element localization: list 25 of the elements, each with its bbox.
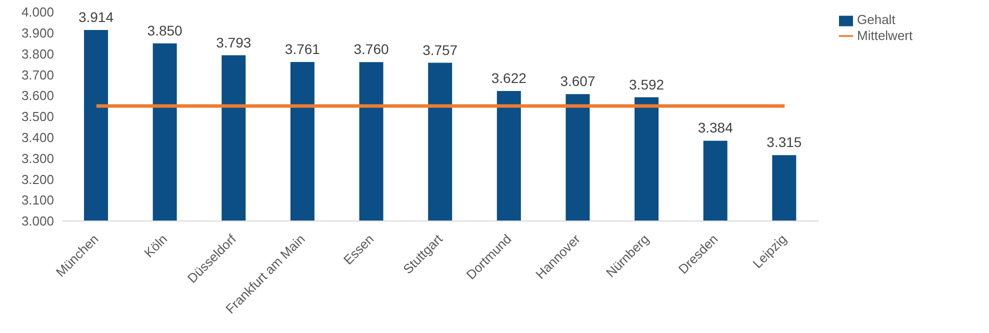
data-label: 3.622 [491, 70, 527, 86]
y-tick-label: 3.900 [21, 26, 54, 41]
data-label: 3.592 [629, 76, 664, 92]
data-label: 3.757 [422, 42, 458, 58]
y-tick-label: 3.400 [21, 130, 54, 146]
y-tick-label: 3.600 [21, 88, 54, 104]
y-tick-label: 3.300 [21, 150, 54, 166]
y-tick-label: 3.800 [21, 46, 54, 62]
data-label: 3.315 [766, 134, 802, 150]
y-tick-label: 3.100 [21, 192, 54, 208]
legend-label: Gehalt [857, 12, 896, 27]
y-tick-label: 3.500 [21, 109, 54, 124]
data-label: 3.761 [284, 40, 320, 57]
data-label: 3.384 [698, 120, 734, 136]
y-tick-label: 3.700 [21, 67, 54, 82]
data-label: 3.760 [354, 41, 389, 58]
legend-label: Mittelwert [857, 28, 913, 43]
y-tick-label: 3.000 [21, 214, 54, 229]
y-tick-label: 3.200 [21, 172, 54, 187]
data-label: 3.914 [78, 8, 114, 25]
y-tick-label: 4.000 [21, 4, 54, 20]
data-label: 3.607 [560, 73, 596, 90]
data-label: 3.793 [216, 34, 252, 50]
x-tick-label: Köln [141, 231, 170, 260]
data-label: 3.850 [147, 22, 183, 38]
